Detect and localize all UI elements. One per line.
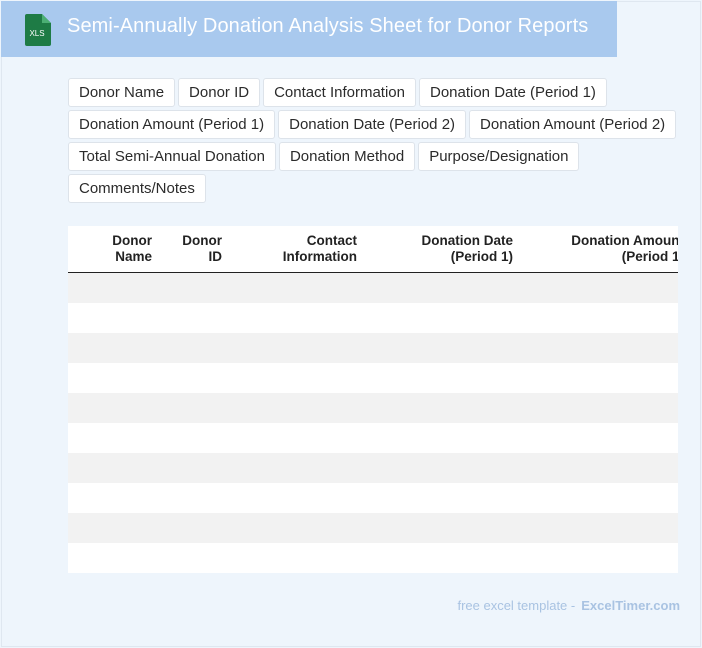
tag-donation-amount-period-1[interactable]: Donation Amount (Period 1) <box>68 110 276 139</box>
column-header-line: Contact <box>306 233 357 248</box>
column-header-line: Name <box>115 249 152 264</box>
column-header-donation-date-period-1: Donation Date (Period 1) <box>421 233 513 265</box>
table-row[interactable] <box>68 453 678 483</box>
table-row[interactable] <box>68 513 678 543</box>
footer-credit: free excel template - ExcelTimer.com <box>457 598 680 613</box>
xls-icon-label: XLS <box>29 29 44 38</box>
column-header-line: (Period 1) <box>450 249 513 264</box>
column-header-donation-amount-period-1: Donation Amount (Period 1) <box>571 233 678 265</box>
column-header-line: Donation Amount <box>571 233 678 248</box>
table-row[interactable] <box>68 483 678 513</box>
column-header-contact-information: Contact Information <box>283 233 357 265</box>
column-header-line: Information <box>282 249 357 264</box>
tag-donor-id[interactable]: Donor ID <box>178 78 261 107</box>
field-tag-list: Donor Name Donor ID Contact Information … <box>68 78 688 203</box>
tag-purpose-designation[interactable]: Purpose/Designation <box>418 142 580 171</box>
tag-donation-amount-period-2[interactable]: Donation Amount (Period 2) <box>469 110 677 139</box>
table-row[interactable] <box>68 393 678 423</box>
column-header-donor-id: Donor ID <box>182 233 222 265</box>
xls-file-icon: XLS <box>25 14 51 46</box>
tag-donor-name[interactable]: Donor Name <box>68 78 176 107</box>
tag-total-semi-annual-donation[interactable]: Total Semi-Annual Donation <box>68 142 276 171</box>
donation-table: Donor Name Donor ID Contact Information … <box>68 226 678 573</box>
table-header: Donor Name Donor ID Contact Information … <box>68 226 678 273</box>
column-header-donor-name: Donor Name <box>112 233 152 265</box>
page-title: Semi-Annually Donation Analysis Sheet fo… <box>67 15 589 37</box>
footer-text: free excel template - <box>457 598 576 613</box>
tag-donation-date-period-1[interactable]: Donation Date (Period 1) <box>418 78 607 107</box>
tag-donation-date-period-2[interactable]: Donation Date (Period 2) <box>278 110 467 139</box>
table-row[interactable] <box>68 543 678 573</box>
tag-comments-notes[interactable]: Comments/Notes <box>68 174 206 203</box>
table-row[interactable] <box>68 273 678 303</box>
page-header: XLS Semi-Annually Donation Analysis Shee… <box>1 1 617 57</box>
table-row[interactable] <box>68 363 678 393</box>
footer-brand-link[interactable]: ExcelTimer.com <box>581 598 680 613</box>
column-header-line: ID <box>208 249 223 264</box>
column-header-line: Donation Date <box>421 233 513 248</box>
table-row[interactable] <box>68 333 678 363</box>
column-header-line: (Period 1) <box>621 249 678 264</box>
table-row[interactable] <box>68 423 678 453</box>
table-row[interactable] <box>68 303 678 333</box>
column-header-line: Donor <box>182 233 222 248</box>
tag-donation-method[interactable]: Donation Method <box>278 142 416 171</box>
tag-contact-information[interactable]: Contact Information <box>263 78 416 107</box>
column-header-line: Donor <box>112 233 152 248</box>
